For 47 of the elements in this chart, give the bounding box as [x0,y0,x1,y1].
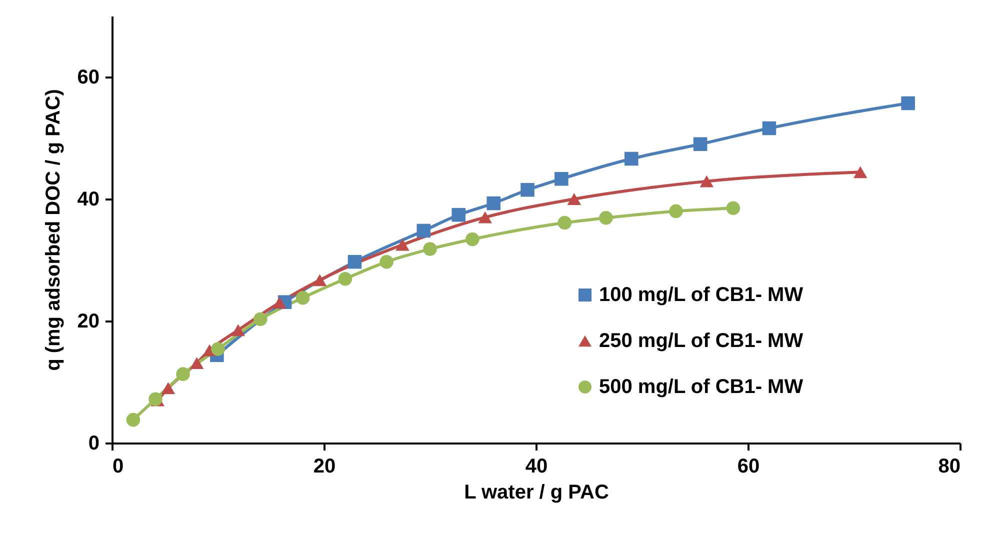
point [380,254,394,269]
legend-label: 250 mg/L of CB1- MW [599,330,804,352]
y-axis-title: q (mg adsorbed DOC / g PAC) [42,89,64,371]
point [853,166,868,178]
point [396,238,410,251]
point [176,367,190,381]
x-tick-label: 0 [112,456,124,478]
point [558,216,572,230]
x-tick-label: 40 [525,456,548,478]
legend-label: 100 mg/L of CB1- MW [599,284,804,306]
x-axis-title: L water / g PAC [464,482,609,504]
point [762,121,776,136]
point [338,272,352,286]
point [254,312,268,326]
point [416,224,431,238]
point [669,204,683,218]
point [486,196,500,210]
point [272,296,286,309]
point [520,182,534,197]
y-tick-label: 60 [77,66,100,88]
point [466,232,480,246]
point [478,211,492,224]
point [161,382,176,394]
point [700,175,714,188]
legend-label: 500 mg/L of CB1- MW [599,376,804,398]
point [567,193,582,205]
point [624,152,638,166]
point [452,208,466,222]
point [423,242,437,256]
point [348,254,362,269]
point [211,342,225,356]
point [231,324,246,336]
y-tick-label: 0 [88,432,100,454]
point [190,357,204,370]
point [901,96,915,110]
x-tick-label: 80 [938,456,960,478]
x-tick-label: 20 [313,456,336,478]
x-tick-label: 60 [737,456,760,478]
point [312,274,327,286]
y-tick-label: 20 [77,310,100,332]
point [126,412,140,427]
y-tick-label: 40 [77,188,100,210]
point [599,211,613,225]
point [726,201,740,216]
point [693,137,708,151]
point [296,290,310,305]
point [554,172,568,186]
